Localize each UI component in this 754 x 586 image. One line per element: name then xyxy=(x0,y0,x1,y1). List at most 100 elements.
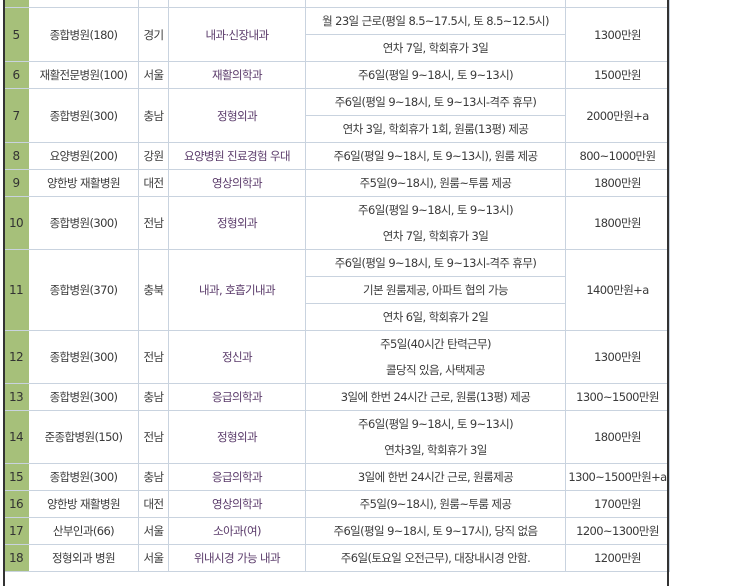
row-number: 11 xyxy=(3,249,29,331)
row-number: 13 xyxy=(3,383,29,411)
hospital-cell: 준종합병원(150) xyxy=(28,410,139,464)
row-number: 14 xyxy=(3,410,29,464)
detail-line: 주6일(평일 9~18시, 토 9~13시), 원룸 제공 xyxy=(333,149,538,163)
department-cell: 내과, 호흡기내과 xyxy=(168,249,306,331)
salary-cell: 1700만원 xyxy=(565,490,670,518)
table-row-partial xyxy=(3,0,670,8)
department-cell: 정형외과 xyxy=(168,410,306,464)
hospital-cell: 종합병원(300) xyxy=(28,383,139,411)
row-number: 7 xyxy=(3,88,29,143)
details-cell: 3일에 한번 24시간 근로, 원룸(13평) 제공 xyxy=(305,383,566,411)
department-cell: 정신과 xyxy=(168,330,306,384)
region-cell: 전남 xyxy=(138,196,169,250)
department-cell: 영상의학과 xyxy=(168,169,306,197)
table-row: 9 양한방 재활병원 대전 영상의학과 주5일(9~18시), 원룸~투룸 제공 1800… xyxy=(3,169,670,197)
details-cell: 월 23일 근로(평일 8.5~17.5시, 토 8.5~12.5시) 연차 7일… xyxy=(305,7,566,62)
table-row: 11 종합병원(370) 충북 내과, 호흡기내과 주6일(평일 9~18시, 토 9~… xyxy=(3,249,670,331)
region-cell: 충남 xyxy=(138,383,169,411)
salary-cell: 1200~1300만원 xyxy=(565,517,670,545)
table-row: 14 준종합병원(150) 전남 정형외과 주6일(평일 9~18시, 토 9~13시)… xyxy=(3,410,670,464)
region-cell: 충남 xyxy=(138,463,169,491)
region-cell: 전남 xyxy=(138,410,169,464)
hospital-cell: 종합병원(300) xyxy=(28,196,139,250)
details-cell: 3일에 한번 24시간 근로, 원룸제공 xyxy=(305,463,566,491)
region-cell: 서울 xyxy=(138,517,169,545)
salary-cell: 1300~1500만원 xyxy=(565,383,670,411)
region-cell: 서울 xyxy=(138,544,169,572)
salary-cell: 2000만원+a xyxy=(565,88,670,143)
detail-line: 주6일(평일 9~18시, 토 9~13시) xyxy=(358,203,514,217)
region-cell: 경기 xyxy=(138,7,169,62)
detail-line: 연차 7일, 학회휴가 3일 xyxy=(382,229,489,243)
hospital-cell: 양한방 재활병원 xyxy=(28,490,139,518)
department-cell: 요양병원 진료경험 우대 xyxy=(168,142,306,170)
hospital-cell: 정형외과 병원 xyxy=(28,544,139,572)
salary-cell: 1200만원 xyxy=(565,544,670,572)
region-cell: 대전 xyxy=(138,169,169,197)
detail-line: 콜당직 있음, 사택제공 xyxy=(386,363,486,377)
department-cell: 영상의학과 xyxy=(168,490,306,518)
details-cell: 주6일(평일 9~18시, 토 9~13시) 연차 7일, 학회휴가 3일 xyxy=(305,196,566,250)
detail-line: 기본 원룸제공, 아파트 협의 가능 xyxy=(306,276,565,303)
details-cell: 주6일(평일 9~18시, 토 9~13시-격주 휴무) 연차 3일, 학회휴가 … xyxy=(305,88,566,143)
detail-line: 연차 6일, 학회휴가 2일 xyxy=(306,303,565,330)
region-cell: 충북 xyxy=(138,249,169,331)
row-number: 18 xyxy=(3,544,29,572)
row-number: 8 xyxy=(3,142,29,170)
department-cell: 재활의학과 xyxy=(168,61,306,89)
row-number: 5 xyxy=(3,7,29,62)
department-cell: 위내시경 가능 내과 xyxy=(168,544,306,572)
region-cell: 서울 xyxy=(138,61,169,89)
details-cell: 주5일(9~18시), 원룸~투룸 제공 xyxy=(305,169,566,197)
region-cell: 전남 xyxy=(138,330,169,384)
details-cell: 주6일(평일 9~18시, 토 9~13시-격주 휴무) 기본 원룸제공, 아파트… xyxy=(305,249,566,331)
details-cell: 주6일(평일 9~18시, 토 9~13시) xyxy=(305,61,566,89)
table-row: 16 양한방 재활병원 대전 영상의학과 주5일(9~18시), 원룸~투룸 제공 170… xyxy=(3,490,670,518)
salary-cell: 1800만원 xyxy=(565,410,670,464)
detail-line: 주6일(평일 9~18시, 토 9~13시) xyxy=(358,417,514,431)
table-row: 5 종합병원(180) 경기 내과·신장내과 월 23일 근로(평일 8.5~17.5시… xyxy=(3,7,670,62)
row-number: 17 xyxy=(3,517,29,545)
table-row: 17 산부인과(66) 서울 소아과(여) 주6일(평일 9~18시, 토 9~17시)… xyxy=(3,517,670,545)
hospital-cell: 재활전문병원(100) xyxy=(28,61,139,89)
row-number xyxy=(3,0,29,8)
detail-line: 월 23일 근로(평일 8.5~17.5시, 토 8.5~12.5시) xyxy=(322,14,549,28)
region-cell: 충남 xyxy=(138,88,169,143)
detail-line: 주5일(9~18시), 원룸~투룸 제공 xyxy=(359,176,512,190)
hospital-cell: 종합병원(180) xyxy=(28,7,139,62)
hospital-cell: 양한방 재활병원 xyxy=(28,169,139,197)
detail-line: 3일에 한번 24시간 근로, 원룸제공 xyxy=(357,470,514,484)
details-cell: 주6일(평일 9~18시, 토 9~13시), 원룸 제공 xyxy=(305,142,566,170)
row-number: 12 xyxy=(3,330,29,384)
detail-line: 3일에 한번 24시간 근로, 원룸(13평) 제공 xyxy=(340,390,531,404)
detail-line: 주6일(평일 9~18시, 토 9~17시), 당직 없음 xyxy=(333,524,538,538)
details-cell: 주5일(40시간 탄력근무) 콜당직 있음, 사택제공 xyxy=(305,330,566,384)
hospital-cell: 산부인과(66) xyxy=(28,517,139,545)
detail-line: 연차 7일, 학회휴가 3일 xyxy=(306,34,565,61)
table-row: 12 종합병원(300) 전남 정신과 주5일(40시간 탄력근무) 콜당직 있음, 사택… xyxy=(3,330,670,384)
salary-cell: 800~1000만원 xyxy=(565,142,670,170)
hospital-cell: 요양병원(200) xyxy=(28,142,139,170)
table-row: 10 종합병원(300) 전남 정형외과 주6일(평일 9~18시, 토 9~13시) 연… xyxy=(3,196,670,250)
details-cell: 주6일(토요일 오전근무), 대장내시경 안함. xyxy=(305,544,566,572)
region-cell: 대전 xyxy=(138,490,169,518)
table-row: 13 종합병원(300) 충남 응급의학과 3일에 한번 24시간 근로, 원룸(13평… xyxy=(3,383,670,411)
table-row: 8 요양병원(200) 강원 요양병원 진료경험 우대 주6일(평일 9~18시, 토 … xyxy=(3,142,670,170)
salary-cell: 1400만원+a xyxy=(565,249,670,331)
details-cell: 주5일(9~18시), 원룸~투룸 제공 xyxy=(305,490,566,518)
detail-line: 주6일(토요일 오전근무), 대장내시경 안함. xyxy=(340,551,531,565)
detail-line: 연차 3일, 학회휴가 1회, 원룸(13평) 제공 xyxy=(306,115,565,142)
salary-cell: 1500만원 xyxy=(565,61,670,89)
detail-line: 연차3일, 학회휴가 3일 xyxy=(384,443,487,457)
detail-line: 주5일(9~18시), 원룸~투룸 제공 xyxy=(359,497,512,511)
details-cell: 주6일(평일 9~18시, 토 9~13시) 연차3일, 학회휴가 3일 xyxy=(305,410,566,464)
row-number: 10 xyxy=(3,196,29,250)
detail-line: 주5일(40시간 탄력근무) xyxy=(380,337,491,351)
detail-line: 주6일(평일 9~18시, 토 9~13시) xyxy=(358,68,514,82)
department-cell: 응급의학과 xyxy=(168,383,306,411)
details-cell: 주6일(평일 9~18시, 토 9~17시), 당직 없음 xyxy=(305,517,566,545)
department-cell: 응급의학과 xyxy=(168,463,306,491)
hospital-cell: 종합병원(300) xyxy=(28,88,139,143)
salary-cell: 1800만원 xyxy=(565,169,670,197)
row-number: 9 xyxy=(3,169,29,197)
